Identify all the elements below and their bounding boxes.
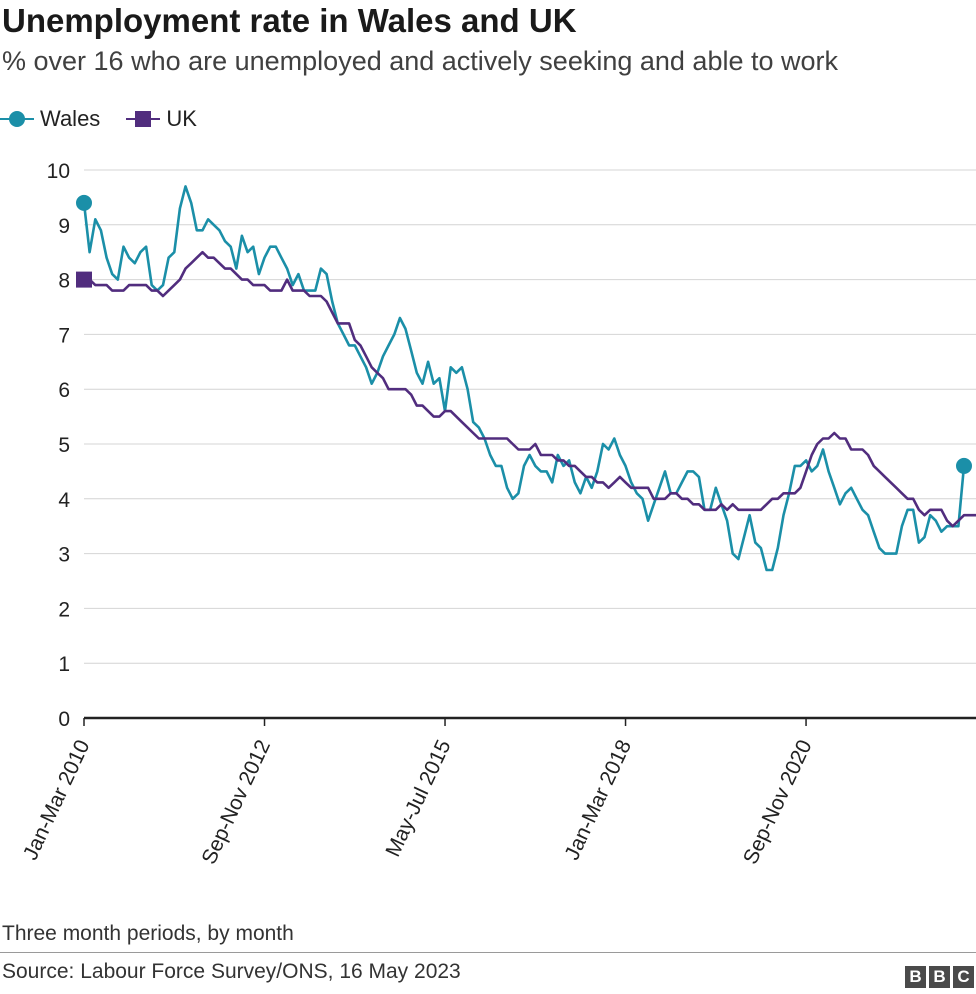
y-tick-label: 2 <box>58 598 70 621</box>
x-axis-note: Three month periods, by month <box>2 922 294 945</box>
y-tick-label: 3 <box>58 544 70 567</box>
series-line-wales <box>82 185 966 572</box>
bbc-logo-letter: B <box>905 966 926 988</box>
legend-key-uk <box>126 107 161 131</box>
bbc-logo: B B C <box>905 966 974 988</box>
legend-label-wales: Wales <box>40 106 101 131</box>
y-tick-label: 9 <box>58 215 70 238</box>
y-tick-label: 1 <box>58 653 70 676</box>
line-chart: 0 1 2 3 4 5 6 7 8 9 10 Jan-Mar 2010 Sep-Nov 2012 May-… <box>19 160 976 868</box>
legend-item-uk: UK <box>126 106 197 132</box>
data-point-wales <box>76 194 92 211</box>
legend-item-wales: Wales <box>0 106 100 132</box>
x-tick-label: Jan-Mar 2010 <box>19 736 95 863</box>
bbc-logo-letter: C <box>953 966 974 988</box>
data-point-wales <box>956 457 972 474</box>
y-tick-label: 8 <box>58 270 70 293</box>
chart-legend: Wales UK <box>0 104 223 134</box>
bbc-logo-letter: B <box>929 966 950 988</box>
y-tick-label: 10 <box>47 160 70 183</box>
legend-label-uk: UK <box>166 106 197 131</box>
chart-subtitle: % over 16 who are unemployed and activel… <box>2 46 838 76</box>
y-tick-label: 0 <box>58 708 70 731</box>
y-tick-label: 4 <box>58 489 70 512</box>
x-tick-label: Sep-Nov 2020 <box>739 736 817 867</box>
chart-title: Unemployment rate in Wales and UK <box>2 2 577 39</box>
x-tick-label: May-Jul 2015 <box>381 736 455 860</box>
source-note: Source: Labour Force Survey/ONS, 16 May … <box>2 960 461 983</box>
y-tick-label: 6 <box>58 379 70 402</box>
x-tick-label: Sep-Nov 2012 <box>197 736 275 867</box>
y-tick-label: 5 <box>58 434 70 457</box>
series-line-uk <box>82 250 976 528</box>
footer-divider <box>0 952 976 953</box>
data-point-uk <box>76 271 92 288</box>
y-tick-label: 7 <box>58 324 70 347</box>
legend-key-wales <box>0 107 34 131</box>
x-tick-label: Jan-Mar 2018 <box>560 736 636 863</box>
